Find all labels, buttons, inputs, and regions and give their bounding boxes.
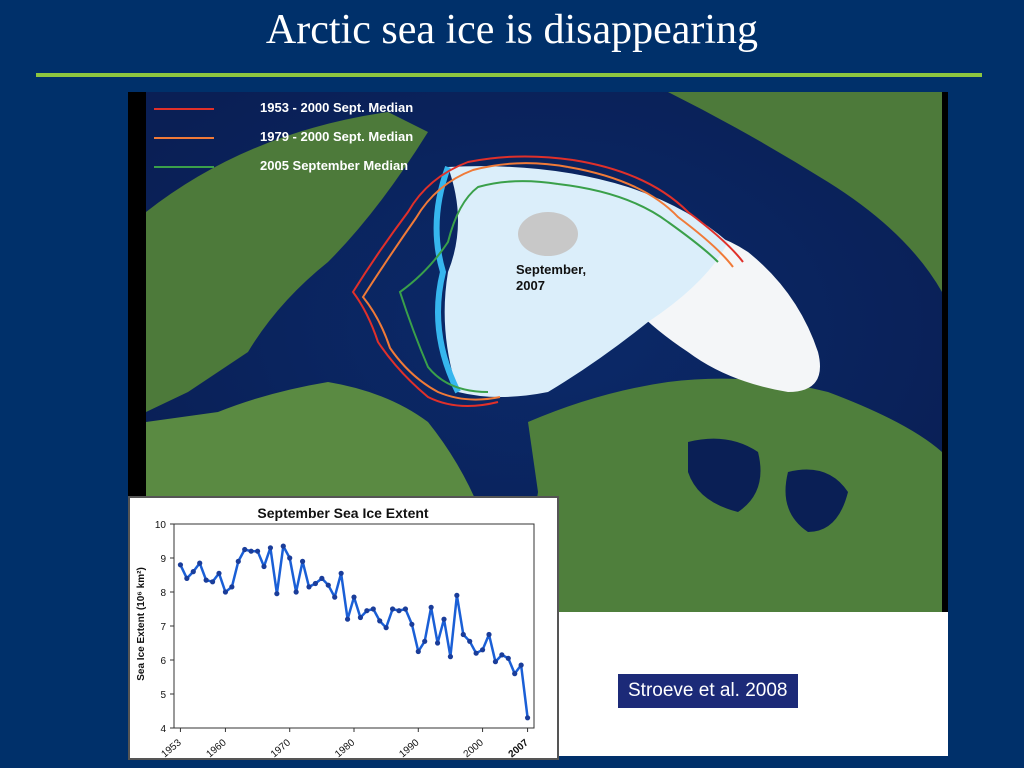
data-point [177, 562, 184, 568]
data-point [293, 589, 299, 595]
data-point [383, 625, 389, 631]
data-point [479, 647, 486, 653]
series-line [179, 544, 529, 718]
ice-extent-label: September, 2007 [516, 262, 616, 294]
y-tick-label: 8 [160, 588, 166, 599]
x-tick-label: 1990 [397, 737, 421, 758]
data-point [222, 589, 229, 595]
title-rule [36, 73, 982, 77]
data-point [396, 608, 402, 614]
slide-title: Arctic sea ice is disappearing [265, 7, 759, 53]
chart-svg: September Sea Ice Extent Sea Ice Extent … [136, 505, 535, 758]
sea-ice-chart: September Sea Ice Extent Sea Ice Extent … [128, 496, 559, 760]
legend-label: 1953 - 2000 Sept. Median [260, 100, 414, 115]
legend-label: 2005 September Median [260, 158, 409, 173]
legend-line-red [154, 108, 214, 110]
data-point [447, 654, 454, 660]
data-point [357, 614, 364, 621]
x-tick-label: 2000 [462, 737, 486, 758]
data-point [377, 618, 383, 624]
x-tick-label: 1960 [205, 737, 229, 758]
data-point [428, 604, 434, 610]
data-point [402, 606, 409, 612]
data-point [299, 558, 306, 564]
y-tick-label: 10 [155, 520, 167, 531]
x-ticks: 1953 1960 1970 1980 1990 2000 2007 [160, 728, 531, 758]
arctic-map-image [128, 92, 948, 612]
data-point [338, 570, 344, 576]
y-tick-label: 6 [160, 656, 166, 667]
data-point [197, 560, 203, 566]
data-point [280, 543, 286, 549]
data-point [473, 650, 479, 656]
ice-label-line1: September, [516, 262, 587, 277]
data-point [524, 715, 531, 721]
data-point [364, 608, 370, 614]
data-point [344, 616, 351, 622]
data-point [261, 563, 267, 570]
data-point [325, 582, 331, 588]
data-point [190, 569, 196, 575]
chart-title: September Sea Ice Extent [257, 505, 429, 521]
data-point [287, 555, 293, 561]
x-tick-label: 1970 [269, 737, 293, 758]
data-point [389, 606, 396, 612]
data-point [184, 575, 190, 581]
data-point [422, 638, 428, 644]
data-point [254, 548, 261, 554]
data-point [235, 558, 241, 564]
data-point [248, 548, 254, 554]
figure-panel: 1953 - 2000 Sept. Median 1979 - 2000 Sep… [128, 92, 948, 760]
data-point [351, 594, 357, 600]
data-point [505, 655, 511, 661]
x-tick-label: 2007 [507, 737, 531, 758]
data-point [370, 606, 376, 612]
data-point [415, 648, 421, 655]
data-point [306, 584, 312, 590]
legend-label: 1979 - 2000 Sept. Median [260, 129, 414, 144]
x-tick-label: 1980 [333, 737, 357, 758]
data-point [203, 577, 209, 583]
data-point [518, 662, 524, 668]
data-point [434, 640, 441, 646]
x-tick-label: 1953 [160, 737, 184, 758]
series-group [177, 543, 531, 721]
citation-badge: Stroeve et al. 2008 [618, 674, 798, 708]
data-point [409, 621, 415, 627]
data-point [274, 591, 280, 597]
data-point [492, 659, 499, 665]
y-axis-label: Sea Ice Extent (10⁶ km²) [136, 567, 147, 681]
y-ticks: 4 5 6 7 8 9 10 [155, 520, 174, 735]
data-point [209, 579, 216, 585]
y-tick-label: 4 [160, 724, 166, 735]
data-point [454, 592, 460, 598]
data-point [229, 584, 235, 590]
data-point [312, 580, 319, 587]
data-point [512, 671, 518, 677]
legend-line-orange [154, 137, 214, 139]
data-point [486, 631, 492, 638]
y-tick-label: 5 [160, 690, 166, 701]
data-point [332, 594, 338, 600]
data-point [441, 616, 447, 622]
legend-line-green [154, 166, 214, 168]
ice-label-line2: 2007 [516, 278, 545, 293]
y-tick-label: 9 [160, 554, 166, 565]
data-point [460, 631, 466, 638]
data-point [319, 575, 325, 581]
data-point [267, 545, 274, 551]
data-point [467, 638, 473, 644]
y-tick-label: 7 [160, 622, 166, 633]
plot-frame [173, 523, 535, 729]
data-point [216, 570, 222, 576]
data-point [499, 652, 505, 658]
data-point [242, 546, 248, 553]
